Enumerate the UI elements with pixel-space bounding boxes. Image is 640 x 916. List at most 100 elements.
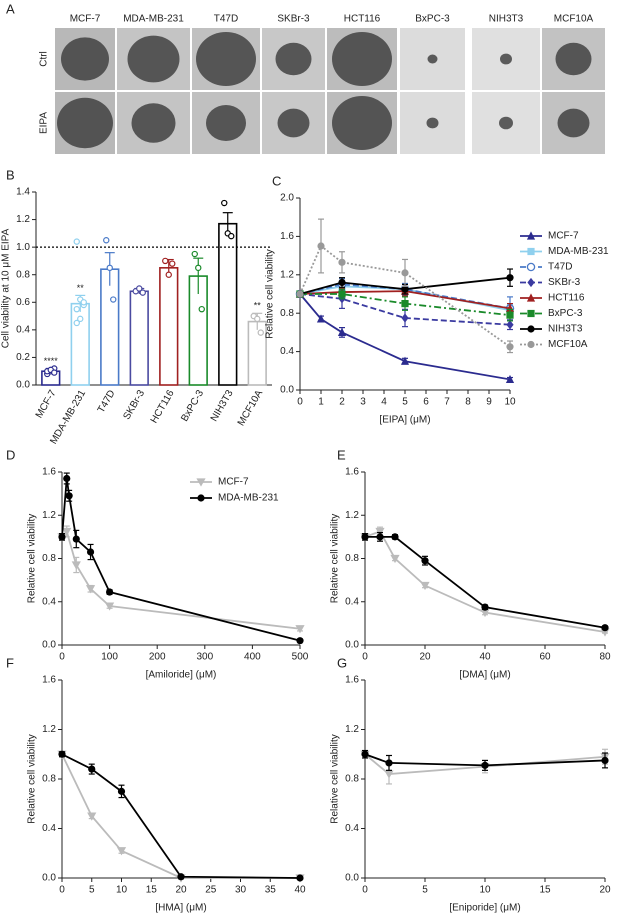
data-point xyxy=(73,238,80,245)
marker xyxy=(58,533,66,541)
y-tick-label: 1.6 xyxy=(42,467,56,478)
data-point xyxy=(228,232,235,240)
bar xyxy=(218,222,238,386)
y-tick-label: 0.0 xyxy=(42,873,56,884)
x-tick-label: 0 xyxy=(362,885,368,896)
data-point xyxy=(221,199,228,207)
panel-label: B xyxy=(6,167,15,182)
y-tick-label: 1.0 xyxy=(16,242,30,253)
x-tick-label: 8 xyxy=(465,397,471,408)
y-tick-label: 0.4 xyxy=(280,346,294,357)
marker xyxy=(601,756,609,765)
marker xyxy=(401,269,409,277)
x-tick-label: 35 xyxy=(265,885,277,896)
data-point xyxy=(80,299,87,306)
marker xyxy=(384,770,394,779)
significance-label: ** xyxy=(77,283,85,293)
row-label: Ctrl xyxy=(39,51,50,67)
data-point xyxy=(103,237,110,244)
column-label: MCF10A xyxy=(554,14,594,25)
y-tick-label: 1.6 xyxy=(345,467,359,478)
y-axis-label: Relative cell viability xyxy=(330,734,341,823)
series-line xyxy=(299,244,511,348)
spheroid xyxy=(426,117,439,129)
data-point xyxy=(165,271,172,278)
marker xyxy=(401,300,409,308)
data-point xyxy=(73,305,80,313)
legend-label: MDA-MB-231 xyxy=(218,493,279,504)
series-line xyxy=(299,290,511,310)
x-tick-label: 40 xyxy=(294,885,306,896)
y-tick-label: 0.8 xyxy=(345,553,359,564)
legend-marker xyxy=(526,262,536,272)
significance-label: **** xyxy=(44,356,59,366)
spheroid xyxy=(61,37,109,81)
y-tick-label: 1.6 xyxy=(345,675,359,686)
y-tick-label: 1.4 xyxy=(16,187,30,198)
y-tick-label: 0.6 xyxy=(16,297,30,308)
y-axis-label: Relative cell viability xyxy=(27,514,38,603)
y-tick-label: 1.2 xyxy=(345,510,359,521)
marker xyxy=(116,847,127,856)
spheroid xyxy=(499,116,513,130)
y-tick-label: 0.4 xyxy=(42,823,56,834)
column-label: NIH3T3 xyxy=(489,14,524,25)
y-tick-label: 1.2 xyxy=(280,269,294,280)
x-tick-label: 3 xyxy=(360,397,366,408)
x-tick-label: 5 xyxy=(402,397,408,408)
marker xyxy=(506,274,514,282)
spheroid xyxy=(500,53,512,65)
marker xyxy=(421,557,429,565)
y-tick-label: 0.8 xyxy=(280,308,294,319)
marker xyxy=(420,581,430,591)
legend-marker xyxy=(526,293,536,302)
legend-marker xyxy=(527,340,535,349)
legend-marker xyxy=(197,494,205,502)
x-tick-label: 15 xyxy=(146,885,158,896)
y-axis-label: Cell viability at 10 μM EIPA xyxy=(1,228,12,348)
marker xyxy=(105,602,115,611)
y-tick-label: 0.0 xyxy=(280,385,294,396)
panel-label: G xyxy=(337,655,347,670)
data-point xyxy=(257,329,264,336)
marker xyxy=(296,874,304,882)
data-point xyxy=(110,296,117,303)
marker xyxy=(400,356,410,365)
marker xyxy=(58,750,66,758)
y-tick-label: 1.2 xyxy=(42,510,56,521)
y-tick-label: 0.8 xyxy=(16,269,30,280)
marker xyxy=(338,290,346,298)
x-tick-label: 0 xyxy=(362,652,368,663)
data-point xyxy=(139,289,146,296)
marker xyxy=(481,761,489,769)
x-tick-label: 10 xyxy=(504,397,516,408)
marker xyxy=(296,637,304,645)
x-tick-label: 40 xyxy=(479,652,491,663)
x-tick-label: 4 xyxy=(381,397,387,408)
x-axis-label: [DMA] (μM) xyxy=(459,670,510,681)
legend-label: BxPC-3 xyxy=(548,308,583,319)
marker xyxy=(177,873,185,881)
y-tick-label: 1.6 xyxy=(280,231,294,242)
data-point xyxy=(191,250,198,258)
spheroid xyxy=(275,42,312,76)
x-tick-label: 5 xyxy=(422,885,428,896)
y-tick-label: 0.8 xyxy=(42,774,56,785)
panel-label: A xyxy=(6,1,15,16)
x-tick-label: 15 xyxy=(539,885,551,896)
marker xyxy=(338,278,346,287)
column-label: MDA-MB-231 xyxy=(123,14,184,25)
legend-label: MCF10A xyxy=(548,339,588,350)
significance-label: ** xyxy=(254,301,262,311)
series-line xyxy=(299,283,511,310)
x-tick-label: 400 xyxy=(244,652,261,663)
x-tick-label: 25 xyxy=(205,885,217,896)
y-tick-label: 1.2 xyxy=(42,724,56,735)
row-label: EIPA xyxy=(39,112,50,134)
marker xyxy=(391,533,399,541)
marker xyxy=(361,533,369,541)
column-label: HCT116 xyxy=(344,14,381,25)
x-tick-label: 10 xyxy=(479,885,491,896)
legend-label: SKBr-3 xyxy=(548,277,581,288)
